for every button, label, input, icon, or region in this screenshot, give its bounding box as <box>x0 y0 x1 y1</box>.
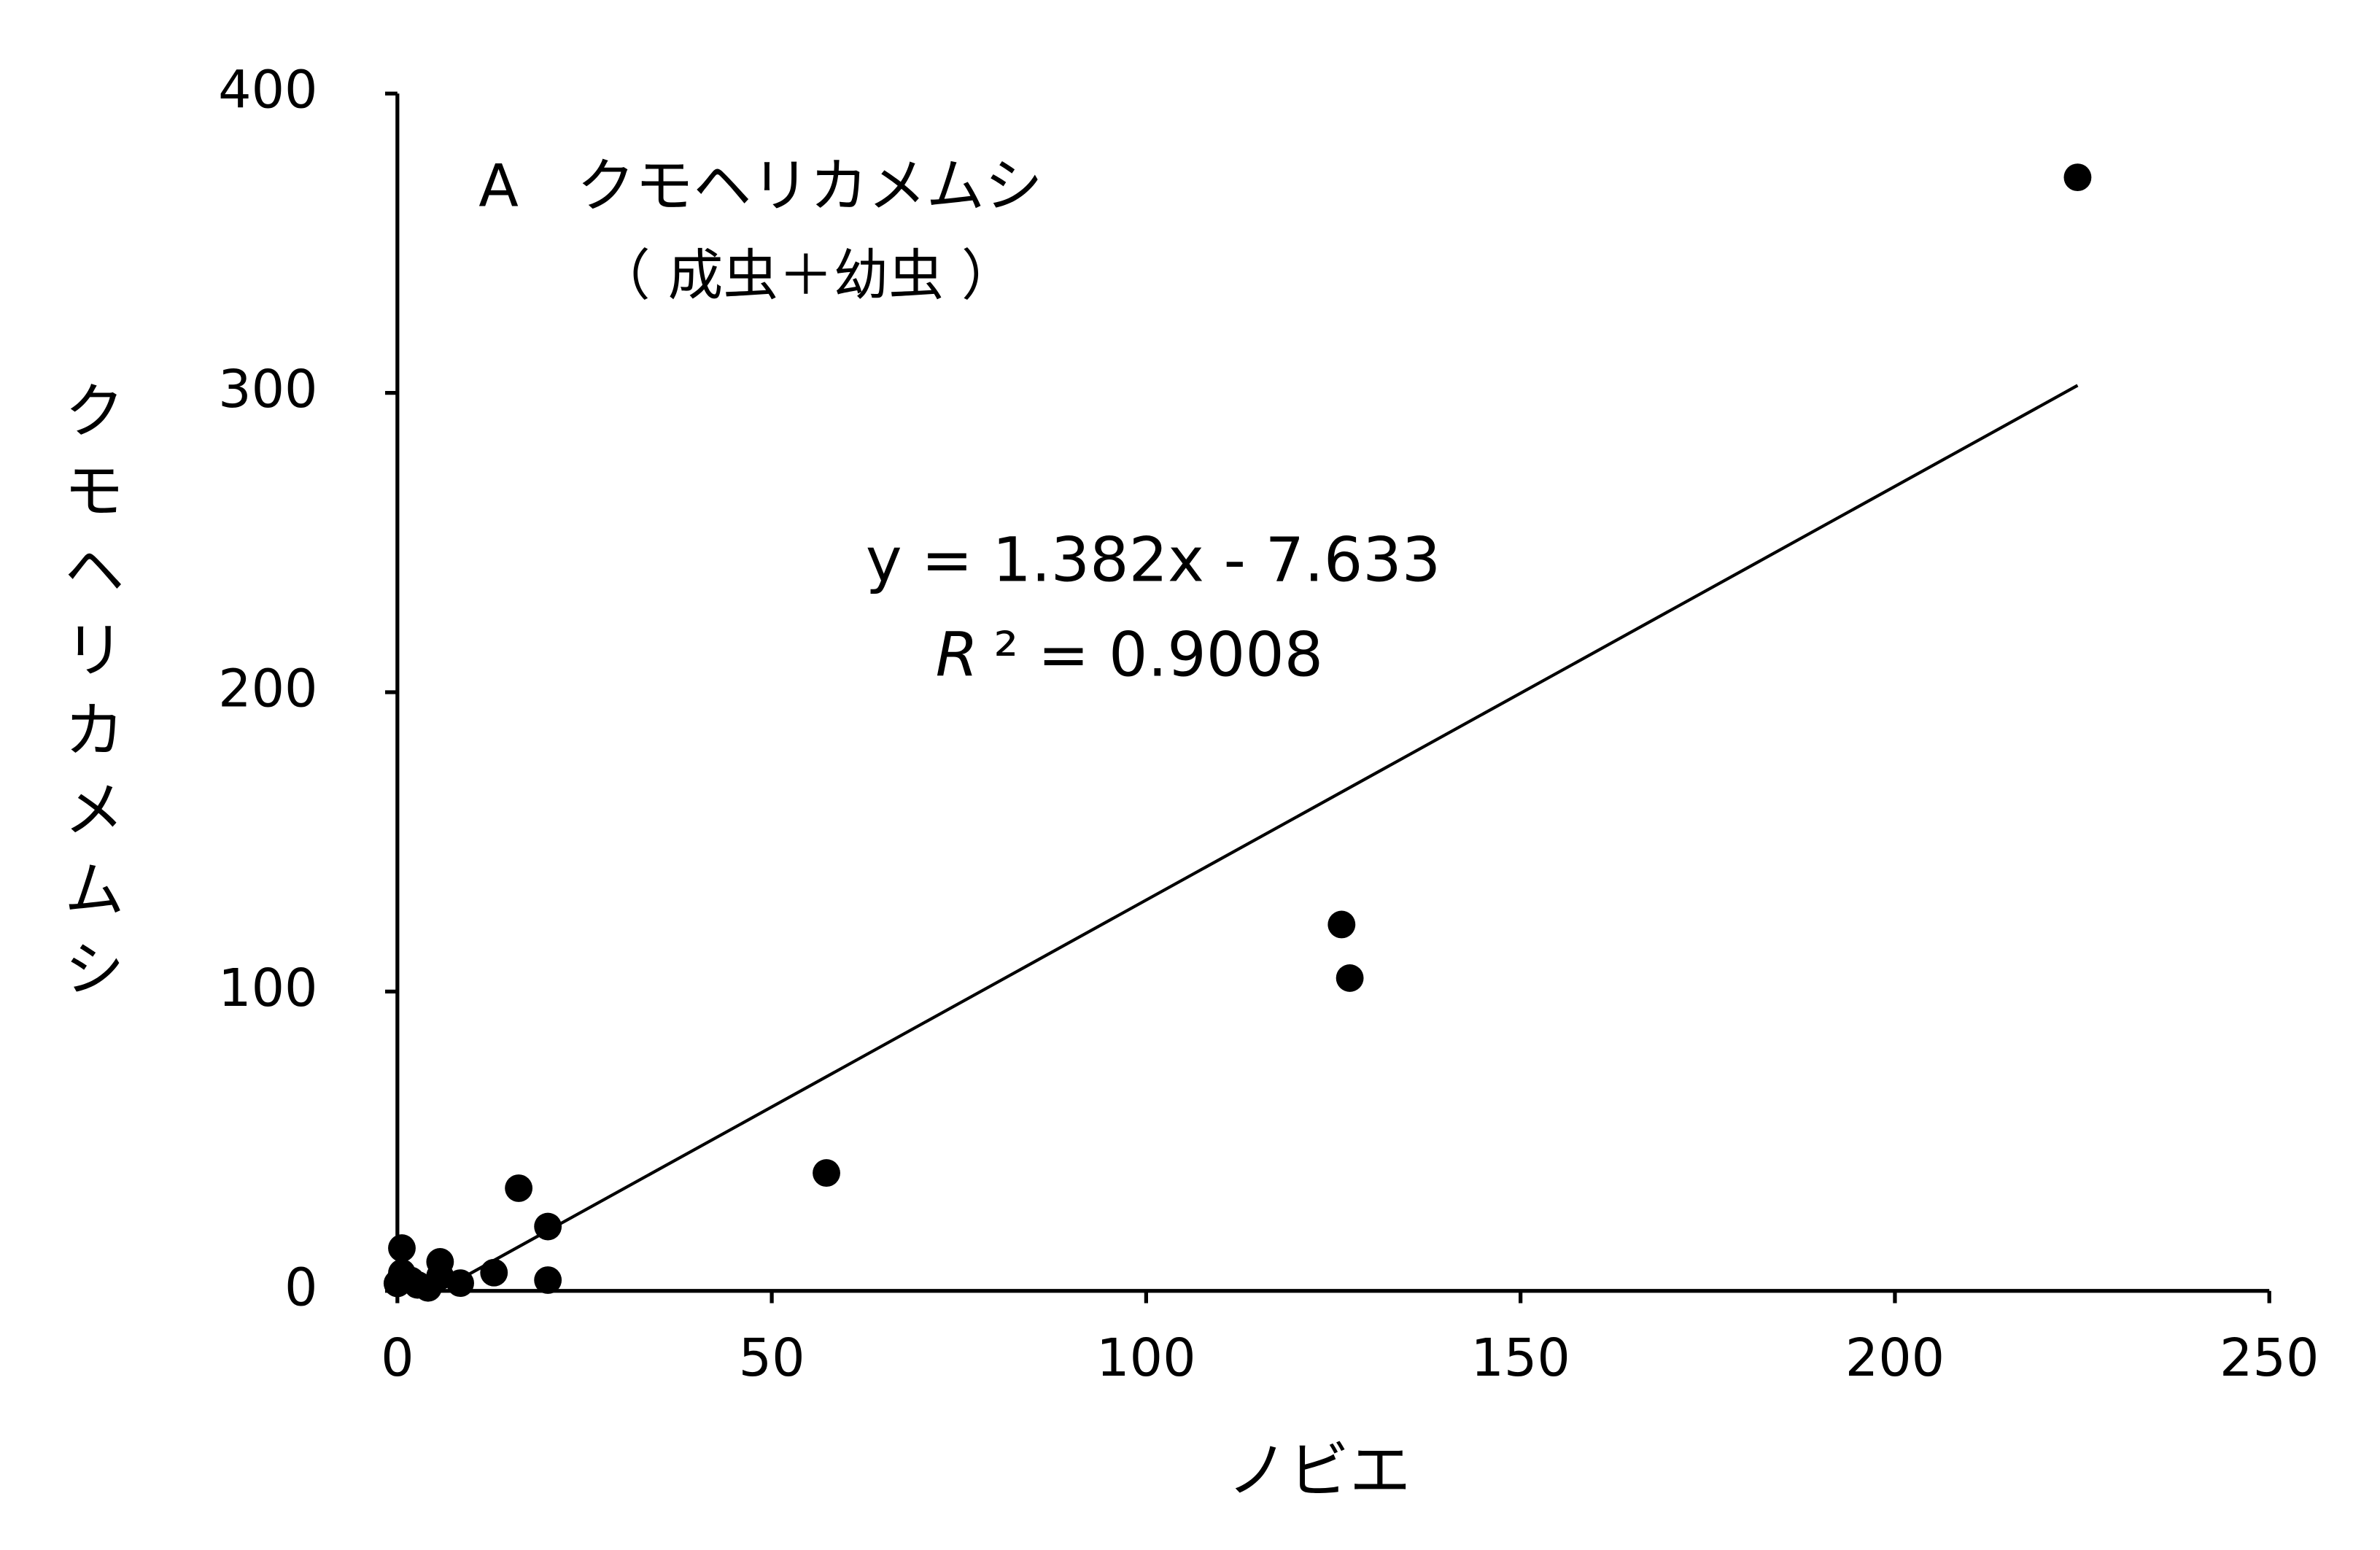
point <box>1327 910 1356 939</box>
y-tick-label: 400 <box>218 60 317 120</box>
chart-subtitle: （ 成虫＋幼虫 ） <box>595 244 1017 308</box>
trendline <box>438 384 2079 1293</box>
point <box>388 1234 416 1263</box>
point <box>534 1266 562 1294</box>
point <box>534 1212 562 1241</box>
chart-title: A クモヘリカメムシ <box>478 152 1042 220</box>
point <box>2063 163 2092 192</box>
x-tick-label: 100 <box>1096 1328 1195 1388</box>
point <box>403 1271 432 1299</box>
y-axis-label: クモヘリカメムシ <box>53 379 125 1016</box>
r2-symbol: R <box>936 619 978 691</box>
r2-text: ² = 0.9008 <box>993 619 1323 691</box>
x-tick-label: 0 <box>381 1328 414 1388</box>
trend-equation: y = 1.382x - 7.633 <box>866 524 1441 595</box>
y-tick-label: 300 <box>218 359 317 419</box>
y-tick-label: 100 <box>218 958 317 1018</box>
point <box>813 1159 840 1187</box>
x-tick-label: 150 <box>1470 1328 1570 1388</box>
x-tick-label: 200 <box>1845 1328 1945 1388</box>
y-tick-label: 200 <box>218 659 317 719</box>
x-tick-label: 250 <box>2220 1328 2319 1388</box>
point <box>505 1174 533 1202</box>
point <box>480 1258 508 1287</box>
point <box>1336 964 1364 992</box>
x-axis-label: ノビエ <box>1227 1435 1411 1506</box>
y-tick-label: 0 <box>284 1257 317 1317</box>
x-tick-label: 50 <box>739 1328 805 1388</box>
